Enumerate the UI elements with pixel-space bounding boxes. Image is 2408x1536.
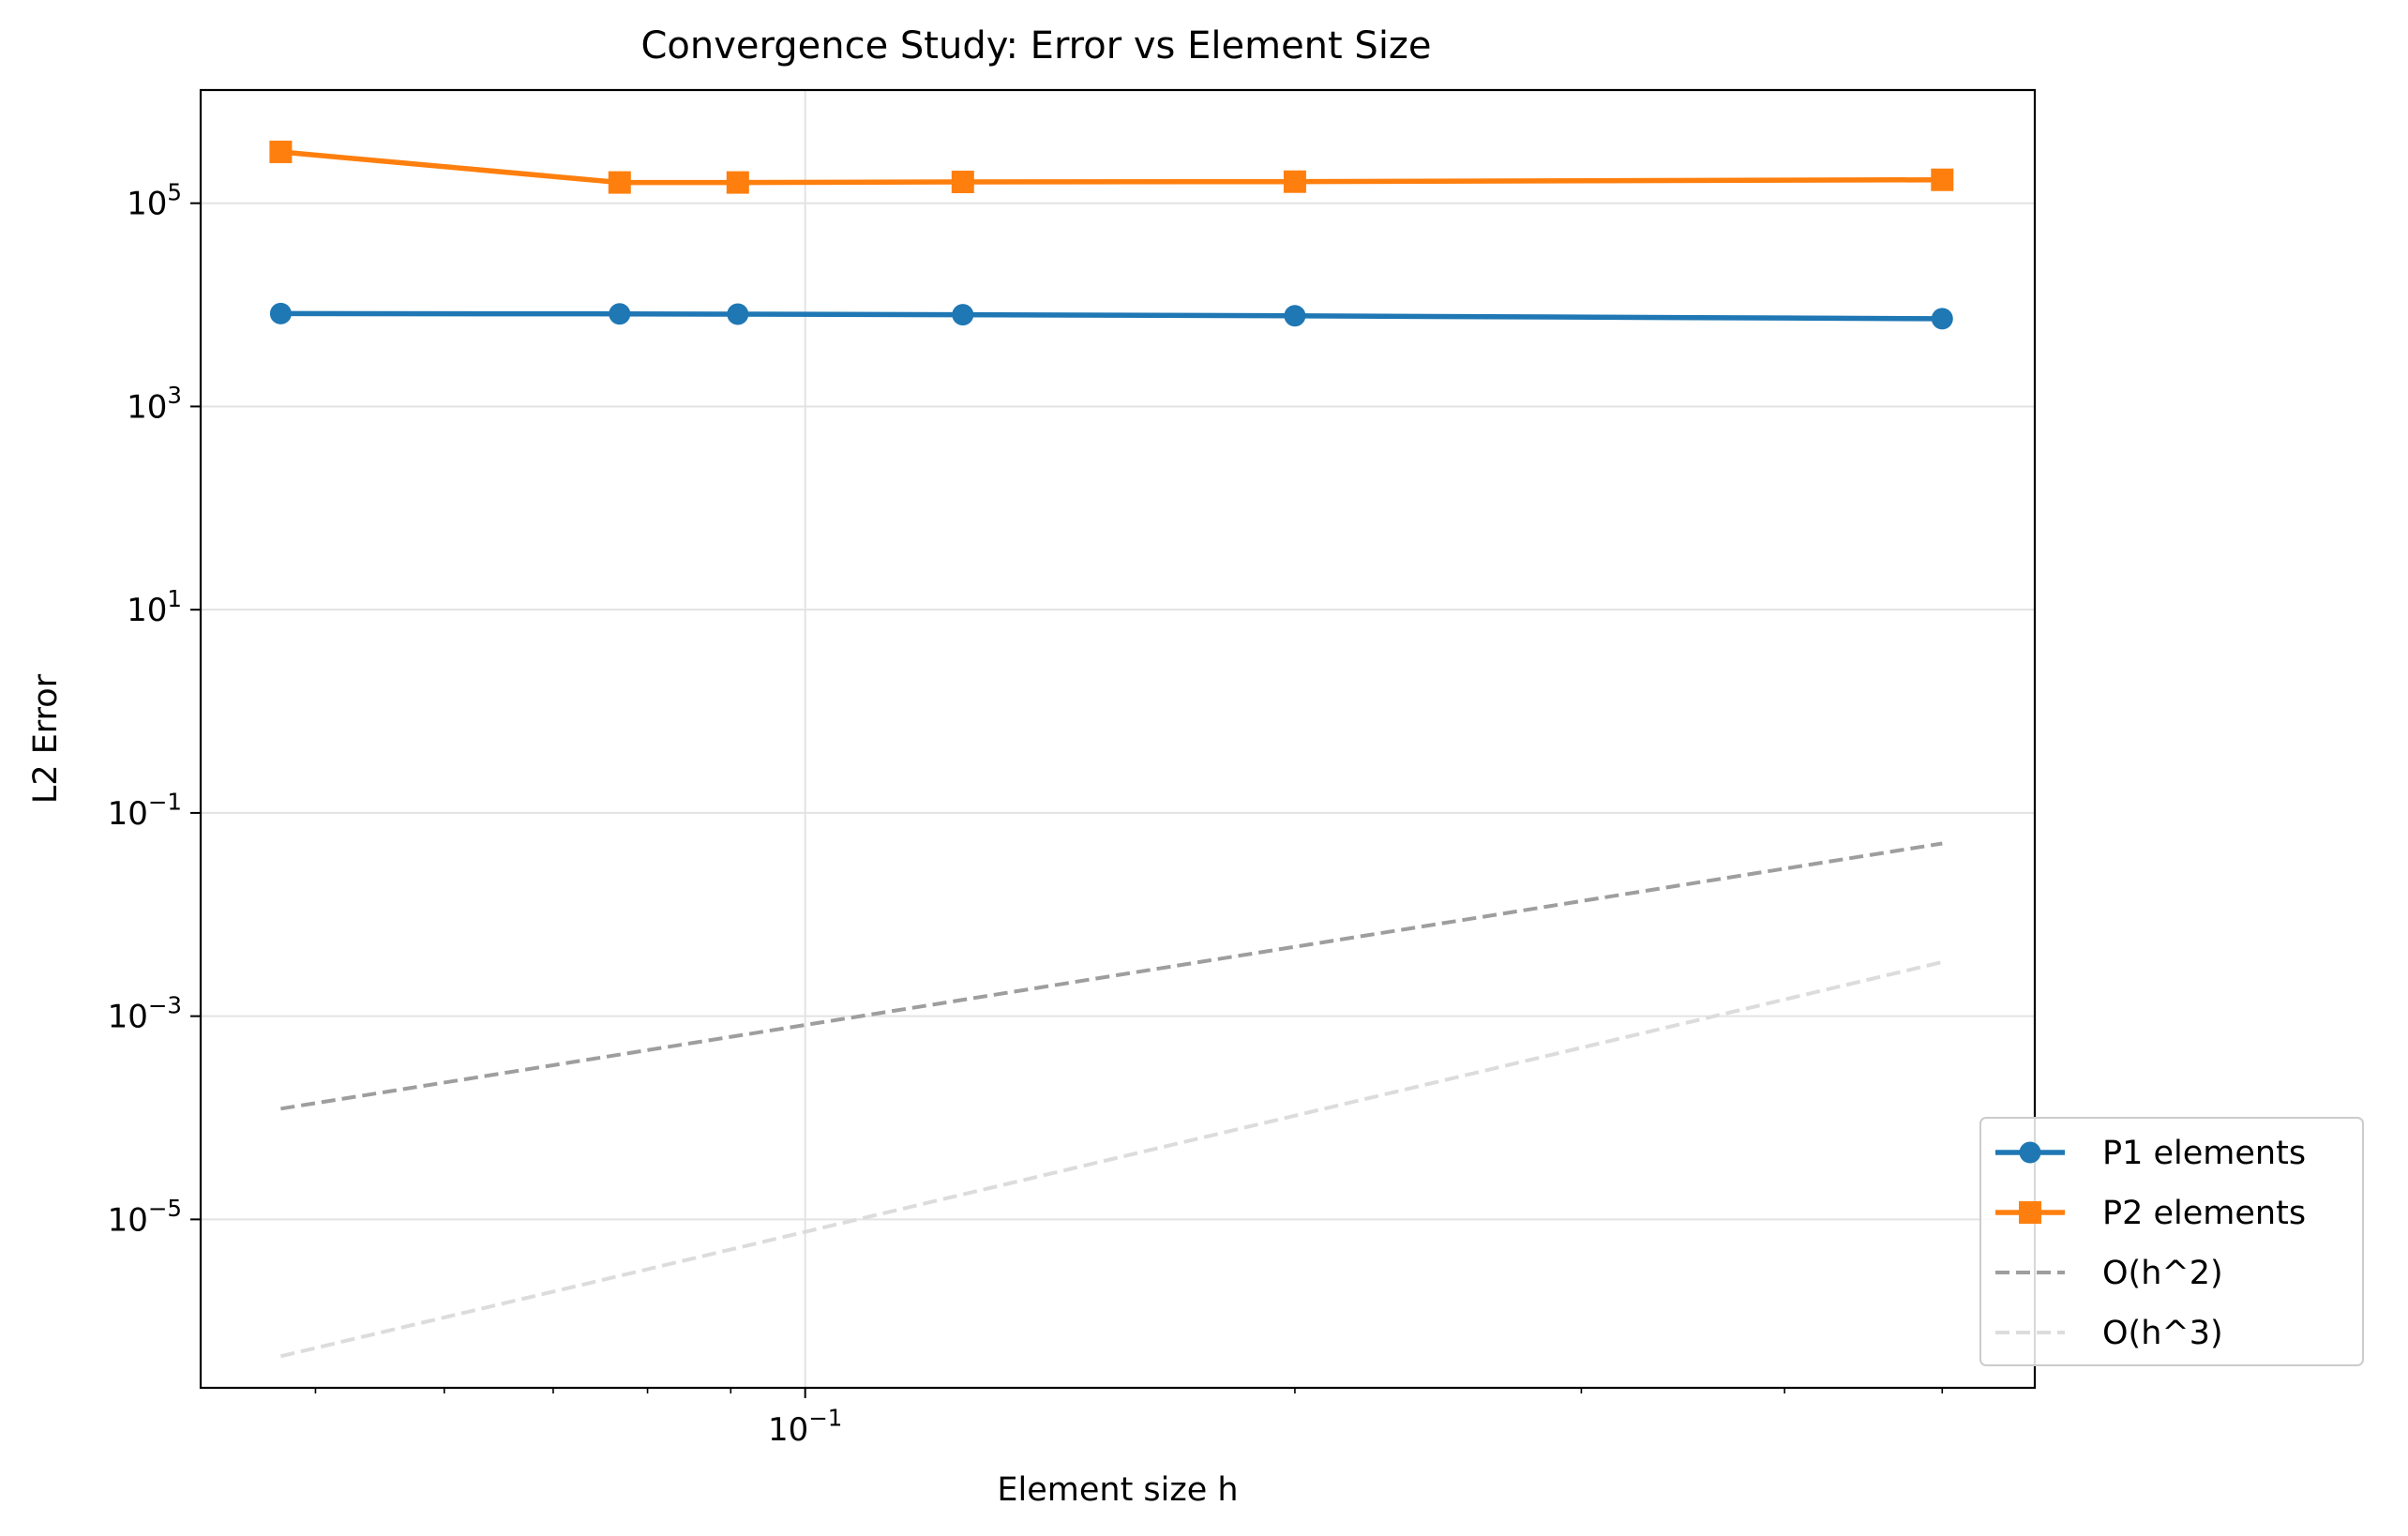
x-tick-label: 10−1 [768,1405,842,1449]
series-line [280,149,1943,186]
y-tick-label: 10−1 [108,789,182,833]
legend: P1 elements P2 elements O(h^2) O(h^3) [1979,1117,2364,1366]
series-line [280,310,1943,322]
y-axis-label: L2 Error [27,673,65,804]
y-tick-label: 103 [127,382,182,426]
plot-frame [199,88,2037,1390]
chart-title: Convergence Study: Error vs Element Size [640,24,1431,68]
data-point [1931,308,1953,330]
series-1 [269,302,1953,330]
legend-box [1979,1117,2364,1366]
ticks: 105 103 101 10−1 10−3 10−5 10−1 [108,178,1944,1449]
series-line [279,960,1943,1359]
legend-label: O(h^3) [2102,1315,2223,1352]
data-point [269,302,292,324]
series-2 [269,140,1954,194]
legend-label: O(h^2) [2102,1255,2223,1292]
series-3 [280,841,1943,1111]
legend-marker [2019,1201,2041,1224]
data-point [269,140,293,163]
legend-label: P1 elements [2102,1135,2306,1172]
data-point [952,304,974,326]
data-point [1283,170,1306,193]
grid [201,90,2035,1388]
data-point [608,171,631,194]
data-point [726,171,749,194]
y-tick-label: 105 [127,178,182,222]
series-layer [269,140,1954,1359]
y-tick-label: 10−5 [108,1195,182,1239]
y-tick-label: 10−3 [108,991,182,1035]
data-point [1931,168,1954,191]
data-point [727,303,749,325]
data-point [951,171,974,194]
data-point [609,303,631,325]
series-4 [279,960,1943,1359]
legend-label: P2 elements [2102,1195,2306,1232]
legend-marker [2019,1141,2041,1164]
y-tick-label: 101 [127,585,182,629]
series-line [280,841,1943,1111]
data-point [1284,305,1306,327]
x-axis-label: Element size h [997,1471,1238,1509]
